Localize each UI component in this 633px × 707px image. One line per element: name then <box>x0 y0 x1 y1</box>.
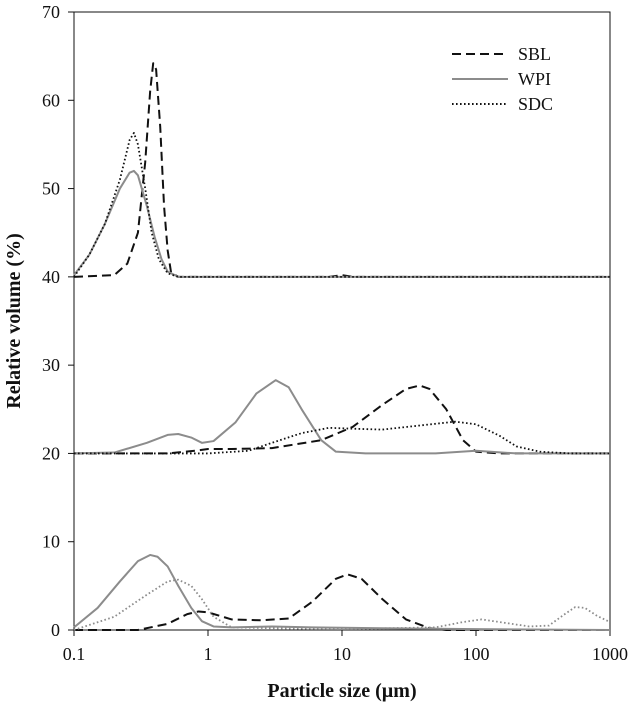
y-tick-label: 70 <box>42 2 60 22</box>
x-tick-label: 1000 <box>592 644 628 664</box>
y-tick-label: 0 <box>51 620 60 640</box>
series-line-dotted-offset-0 <box>73 578 611 631</box>
x-tick-label: 10 <box>333 644 351 664</box>
y-tick-label: 60 <box>42 90 60 110</box>
x-axis-title: Particle size (µm) <box>267 680 416 702</box>
y-tick-label: 30 <box>42 355 60 375</box>
series-line-solid-offset-20 <box>73 379 610 455</box>
legend-label-wpi: WPI <box>518 69 551 89</box>
legend: SBL WPI SDC <box>452 44 553 114</box>
series-line-dotted-offset-40 <box>73 132 610 278</box>
x-tick-label: 0.1 <box>63 644 86 664</box>
series-line-dashed-offset-20 <box>74 384 610 455</box>
x-tick-label: 1 <box>204 644 213 664</box>
series-layer <box>73 62 611 631</box>
series-line-solid-offset-0 <box>73 553 611 631</box>
legend-label-sdc: SDC <box>518 94 553 114</box>
y-tick-label: 40 <box>42 267 60 287</box>
y-tick-label: 10 <box>42 532 60 552</box>
series-line-dashed-offset-0 <box>74 573 610 631</box>
legend-label-sbl: SBL <box>518 44 551 64</box>
x-tick-label: 100 <box>463 644 490 664</box>
series-line-solid-offset-40 <box>73 169 610 278</box>
series-line-dotted-offset-20 <box>74 420 610 455</box>
y-tick-label: 50 <box>42 179 60 199</box>
y-tick-label: 20 <box>42 443 60 463</box>
y-axis-title: Relative volume (%) <box>3 233 25 409</box>
